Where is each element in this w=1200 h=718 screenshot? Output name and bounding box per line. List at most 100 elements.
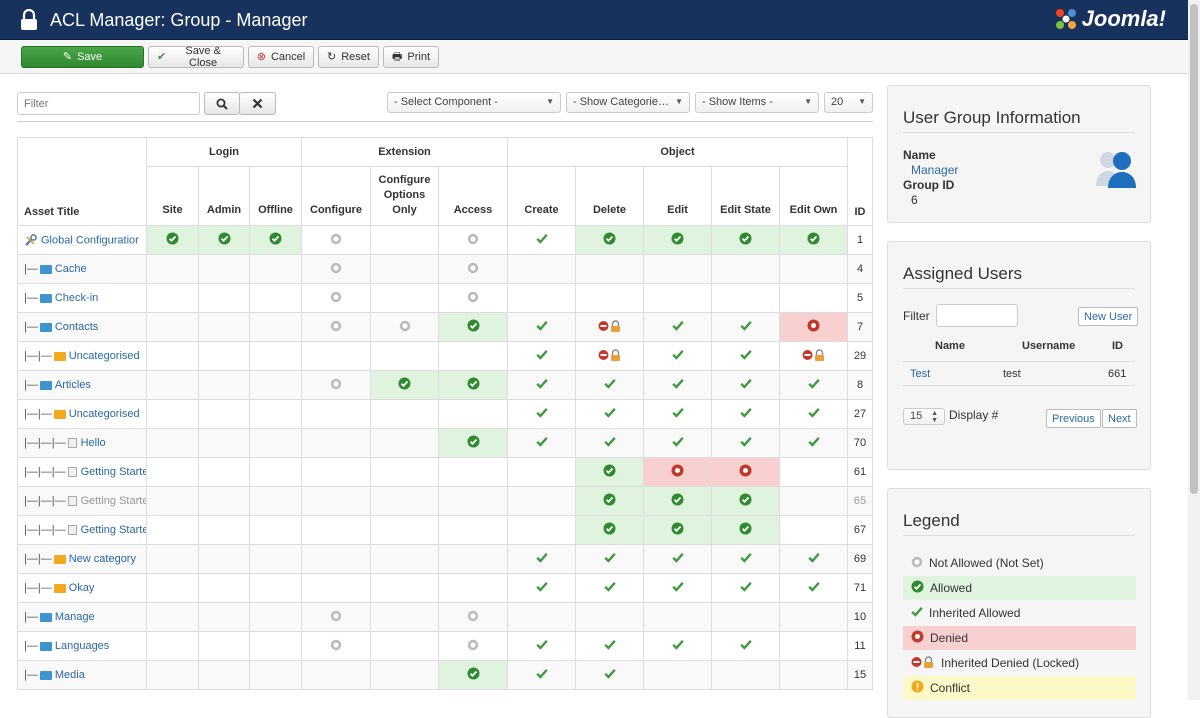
tree-indent: |—|—|— <box>24 524 66 536</box>
not-set-icon <box>911 556 923 571</box>
permission-cell <box>575 544 644 574</box>
asset-title-cell[interactable]: |— Media <box>17 660 147 690</box>
per-page-select[interactable]: 15 ▲ ▼ <box>903 408 945 425</box>
next-button[interactable]: Next <box>1102 409 1137 428</box>
asset-title-link[interactable]: Getting Started <box>80 466 146 478</box>
asset-title-link[interactable]: Uncategorised <box>68 350 140 362</box>
clear-filter-button[interactable] <box>239 92 276 115</box>
asset-title-link[interactable]: Hello <box>80 437 106 449</box>
asset-title-cell[interactable]: |—|—|— Getting Started <box>17 457 147 487</box>
asset-title-link[interactable]: Uncategorised <box>68 408 140 420</box>
asset-title-link[interactable]: Getting Started Archived <box>80 524 146 536</box>
asset-title-cell[interactable]: |—|— Okay <box>17 573 147 603</box>
permission-cell <box>301 486 371 516</box>
table-row: |— Check-in 5 <box>17 283 873 313</box>
asset-title-cell[interactable]: |—|—|—Getting Started Trash [Trashed] <box>17 486 147 516</box>
permission-cell <box>711 573 780 603</box>
page-scrollbar[interactable] <box>1188 0 1200 700</box>
permission-cell <box>711 660 780 690</box>
allowed-icon <box>603 464 616 480</box>
denied-icon <box>807 319 820 335</box>
allowed-icon <box>671 493 684 509</box>
asset-id-cell: 5 <box>847 283 873 313</box>
permission-cell <box>438 254 508 284</box>
asset-title-link[interactable]: Cache <box>54 263 87 275</box>
asset-title-cell[interactable]: |— Check-in <box>17 283 147 313</box>
permission-cell <box>507 486 576 516</box>
user-filter-input[interactable] <box>936 304 1018 327</box>
tree-indent: |—|—|— <box>24 495 66 507</box>
items-select[interactable]: - Show Items - ▼ <box>695 92 819 113</box>
limit-select[interactable]: 20 ▼ <box>824 92 873 113</box>
asset-title-cell[interactable]: |—|— Uncategorised <box>17 399 147 429</box>
permission-cell <box>301 631 371 661</box>
asset-title-link[interactable]: Okay <box>68 582 95 594</box>
permission-cell <box>507 283 576 313</box>
asset-title-link[interactable]: Global Configuratior <box>41 233 139 246</box>
permission-cell <box>438 573 508 603</box>
article-icon <box>67 525 77 536</box>
col-create: Create <box>507 166 576 226</box>
permission-cell <box>507 660 576 690</box>
asset-id-cell: 29 <box>847 341 873 371</box>
reset-button[interactable]: ↻ Reset <box>318 46 379 68</box>
inherited-allowed-icon <box>807 552 820 566</box>
permission-cell <box>507 457 576 487</box>
permission-cell <box>370 312 439 342</box>
group-name-link[interactable]: Manager <box>911 163 959 177</box>
col-asset-title[interactable]: Asset Title <box>17 137 147 226</box>
asset-title-cell[interactable]: |—|—|— Getting Started Archived <box>17 515 147 545</box>
permission-cell <box>507 602 576 632</box>
asset-title-cell[interactable]: |— Languages <box>17 631 147 661</box>
search-button[interactable] <box>204 92 240 115</box>
asset-title-link[interactable]: Articles <box>54 379 91 391</box>
permission-cell <box>249 631 302 661</box>
asset-title-cell[interactable]: |—|— New category <box>17 544 147 574</box>
asset-title-link[interactable]: Contacts <box>54 321 99 333</box>
permission-cell <box>438 428 508 458</box>
permission-cell <box>198 312 250 342</box>
categories-select[interactable]: - Show Categorie… ▼ <box>566 92 690 113</box>
permission-cell <box>301 283 371 313</box>
scrollbar-thumb[interactable] <box>1190 4 1198 494</box>
asset-title-link[interactable]: Getting Started Trash <box>80 495 146 507</box>
user-name-link[interactable]: Test <box>910 368 931 380</box>
save-button[interactable]: ✎ Save <box>21 46 144 68</box>
permission-cell <box>575 283 644 313</box>
component-select[interactable]: - Select Component - ▼ <box>387 92 561 113</box>
col-id[interactable]: ID <box>847 137 873 226</box>
allowed-icon <box>603 232 616 248</box>
joomla-logo[interactable]: Joomla! <box>1054 6 1166 32</box>
asset-id-cell: 10 <box>847 602 873 632</box>
asset-title-link[interactable]: Manage <box>54 611 95 623</box>
new-user-button[interactable]: New User <box>1078 307 1139 326</box>
asset-title-cell[interactable]: |—|— Uncategorised <box>17 341 147 371</box>
filter-input[interactable] <box>17 92 200 115</box>
inherited-allowed-icon <box>671 320 684 334</box>
asset-title-cell[interactable]: |— Articles <box>17 370 147 400</box>
asset-title-cell[interactable]: |— Contacts <box>17 312 147 342</box>
asset-title-cell[interactable]: |— Manage <box>17 602 147 632</box>
print-button[interactable]: 🖶 Print <box>383 46 439 68</box>
previous-button[interactable]: Previous <box>1046 409 1101 428</box>
asset-title-cell[interactable]: Global Configuratior <box>17 225 147 255</box>
permission-cell <box>370 428 439 458</box>
admin-header-bar: ACL Manager: Group - Manager Joomla! <box>0 0 1188 40</box>
permission-cell <box>198 428 250 458</box>
asset-title-link[interactable]: Media <box>54 669 85 681</box>
permission-cell <box>507 254 576 284</box>
allowed-icon <box>603 493 616 509</box>
cancel-button[interactable]: ⊗ Cancel <box>248 46 314 68</box>
asset-title-cell[interactable]: |—|—|— Hello <box>17 428 147 458</box>
asset-title-link[interactable]: Check-in <box>54 292 99 304</box>
not-set-icon <box>467 610 479 625</box>
asset-title-link[interactable]: Languages <box>54 640 110 652</box>
asset-id-cell: 61 <box>847 457 873 487</box>
asset-title-cell[interactable]: |— Cache <box>17 254 147 284</box>
folder-icon <box>53 351 66 361</box>
asset-id-cell: 4 <box>847 254 873 284</box>
save-close-button[interactable]: ✔ Save & Close <box>148 45 244 69</box>
asset-title-link[interactable]: New category <box>68 553 136 565</box>
permission-cell <box>438 602 508 632</box>
folder-icon <box>39 264 52 274</box>
